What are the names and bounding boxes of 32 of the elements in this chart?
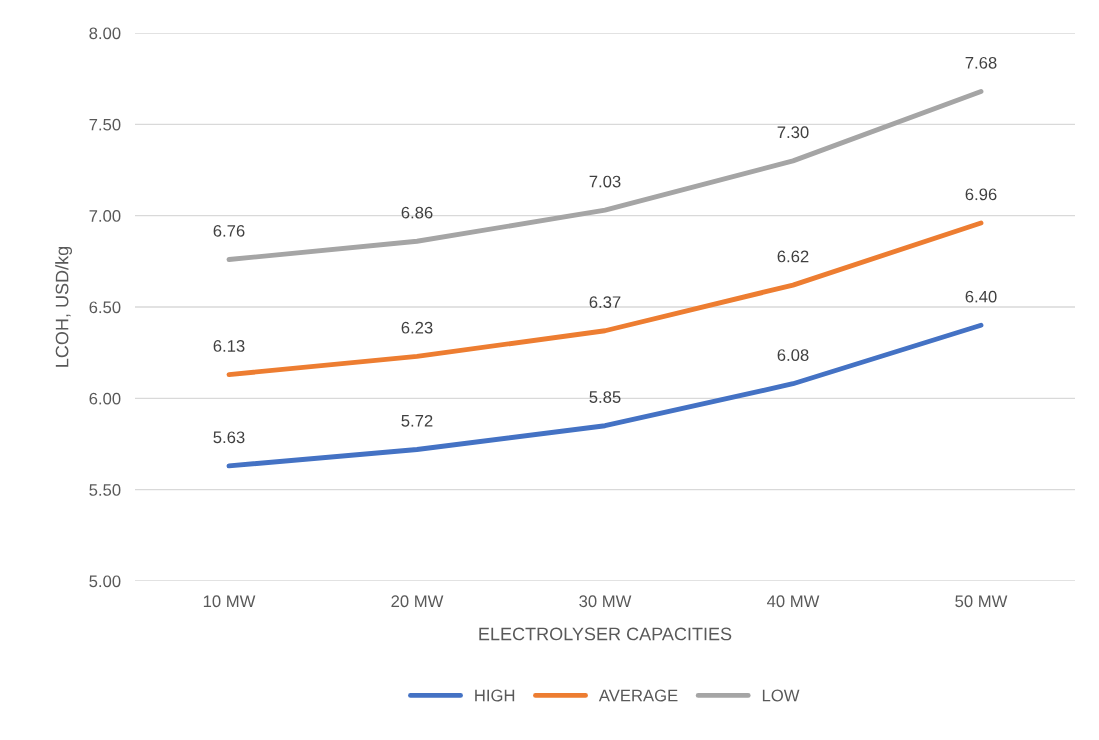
data-label: 6.40 bbox=[965, 290, 997, 303]
data-label: 5.63 bbox=[213, 431, 245, 444]
x-tick-label: 10 MW bbox=[203, 595, 256, 608]
data-label: 7.30 bbox=[777, 126, 809, 139]
x-tick-label: 30 MW bbox=[579, 595, 632, 608]
data-label: 7.03 bbox=[589, 175, 621, 188]
data-label: 6.96 bbox=[965, 188, 997, 201]
data-label: 6.37 bbox=[589, 296, 621, 309]
y-tick-label: 8.00 bbox=[89, 27, 121, 40]
y-tick-label: 6.50 bbox=[89, 301, 121, 314]
legend-label: AVERAGE bbox=[598, 689, 678, 702]
x-axis-title: ELECTROLYSER CAPACITIES bbox=[479, 627, 732, 641]
y-tick-label: 6.00 bbox=[89, 392, 121, 405]
data-label: 7.68 bbox=[965, 56, 997, 69]
y-tick-label: 7.50 bbox=[89, 118, 121, 131]
data-label: 6.86 bbox=[401, 206, 433, 219]
data-label: 6.76 bbox=[213, 224, 245, 237]
data-label: 6.23 bbox=[401, 321, 433, 334]
x-tick-label: 20 MW bbox=[391, 595, 444, 608]
data-label: 6.08 bbox=[777, 349, 809, 361]
y-tick-label: 7.00 bbox=[89, 210, 121, 222]
y-tick-label: 5.00 bbox=[89, 575, 121, 588]
x-tick-label: 40 MW bbox=[766, 595, 820, 608]
y-axis-title: LCOH, USD/kg bbox=[55, 246, 73, 367]
legend-label: HIGH bbox=[475, 689, 515, 702]
data-label: 6.62 bbox=[777, 250, 809, 263]
data-label: 5.85 bbox=[589, 391, 621, 403]
x-tick-label: 50 MW bbox=[955, 595, 1008, 608]
y-tick-label: 5.50 bbox=[89, 484, 121, 496]
data-label: 6.13 bbox=[213, 340, 245, 352]
data-label: 5.72 bbox=[401, 414, 433, 427]
legend-label: LOW bbox=[762, 689, 800, 702]
